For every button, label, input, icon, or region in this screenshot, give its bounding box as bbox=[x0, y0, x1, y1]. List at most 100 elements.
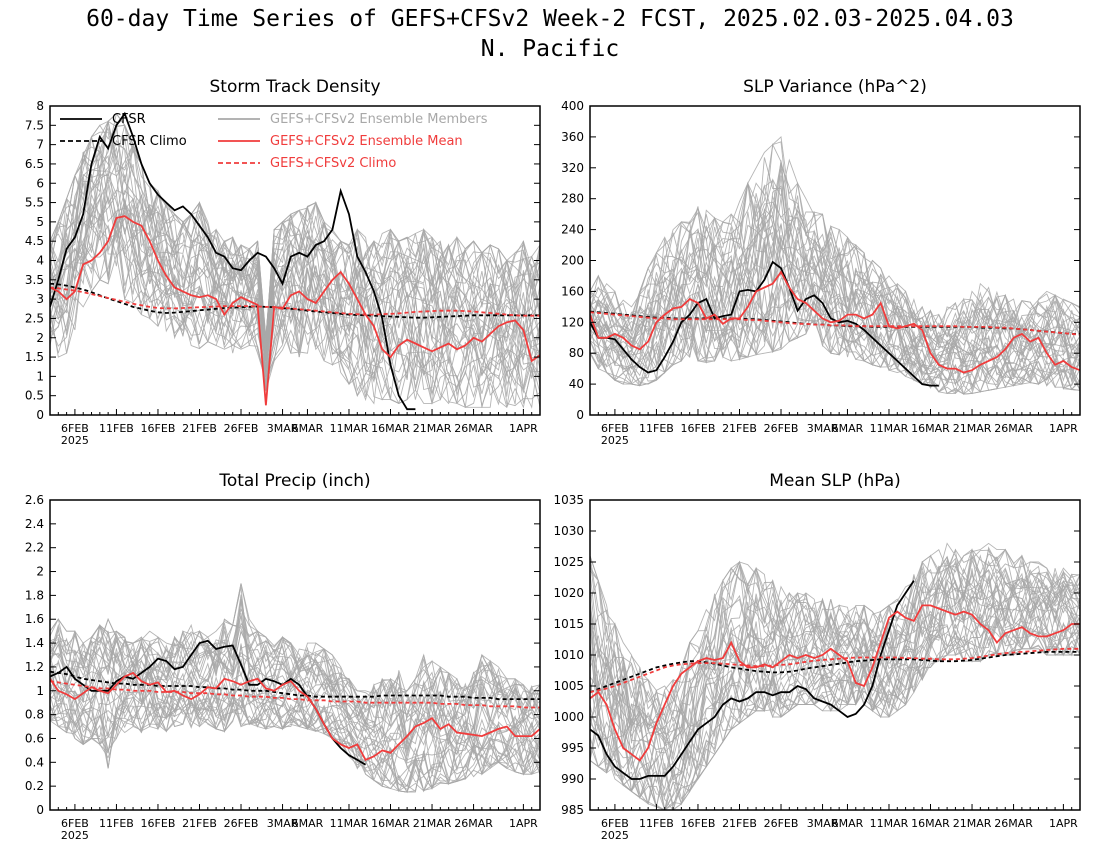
x-tick-label: 16FEB bbox=[141, 817, 176, 830]
ensemble-member-line bbox=[590, 162, 1080, 357]
x-tick-label: 11MAR bbox=[330, 817, 369, 830]
y-tick-label: 120 bbox=[561, 315, 584, 329]
ensemble-member-line bbox=[50, 212, 540, 408]
y-tick-label: 0.4 bbox=[25, 755, 44, 769]
series-line-gefs-cfsv2-ensemble-mean bbox=[590, 604, 1080, 762]
x-tick-label: 1APR bbox=[1049, 422, 1078, 435]
ensemble-member-line bbox=[50, 643, 540, 776]
y-tick-label: 990 bbox=[561, 772, 584, 786]
x-tick-label: 16FEB bbox=[141, 422, 176, 435]
ensemble-member-line bbox=[50, 173, 540, 380]
y-tick-label: 40 bbox=[569, 377, 584, 391]
x-tick-label: 3MAR bbox=[807, 817, 839, 830]
series-line-gefs-cfsv2-ensemble-mean bbox=[50, 671, 540, 762]
x-tick-label: 6FEB bbox=[61, 422, 89, 435]
series-line-cfsr bbox=[50, 111, 416, 411]
y-tick-label: 80 bbox=[569, 346, 584, 360]
x-tick-label: 16MAR bbox=[911, 817, 950, 830]
y-tick-label: 1.6 bbox=[25, 612, 44, 626]
x-tick-label: 16FEB bbox=[681, 817, 716, 830]
chart-panel-2: Total Precip (inch) 0 0.2 0.4 0.6 0.8 1 1.2 1.4 1… bbox=[25, 471, 541, 842]
ensemble-member-line bbox=[50, 176, 540, 376]
y-tick-label: 1020 bbox=[553, 586, 584, 600]
x-tick-label: 11FEB bbox=[639, 422, 674, 435]
y-tick-label: 280 bbox=[561, 192, 584, 206]
ensemble-member-line bbox=[50, 197, 540, 396]
ensemble-member-line bbox=[50, 120, 540, 338]
series-line-gefs-cfsv2-climo bbox=[50, 680, 540, 709]
x-year-label: 2025 bbox=[61, 434, 89, 447]
x-tick-label: 6FEB bbox=[601, 817, 629, 830]
x-year-label: 2025 bbox=[61, 829, 89, 842]
x-tick-label: 3MAR bbox=[807, 422, 839, 435]
ensemble-member-line bbox=[590, 195, 1080, 351]
x-tick-label: 1APR bbox=[509, 817, 538, 830]
y-tick-label: 1000 bbox=[553, 710, 584, 724]
y-tick-label: 0.6 bbox=[25, 731, 44, 745]
y-tick-label: 6 bbox=[36, 176, 44, 190]
y-tick-label: 2.2 bbox=[25, 541, 44, 555]
x-year-label: 2025 bbox=[601, 829, 629, 842]
ensemble-member-line bbox=[50, 150, 540, 368]
x-tick-label: 26FEB bbox=[224, 422, 259, 435]
chart-panel-0: Storm Track Density 0 0.5 1 1.5 2 2.5 3 3.5 4 4.5 5… bbox=[25, 77, 541, 447]
ensemble-member-line bbox=[590, 581, 1080, 781]
ensemble-member-line bbox=[590, 567, 1080, 760]
ensemble-member-line bbox=[50, 700, 540, 794]
x-tick-label: 26FEB bbox=[764, 817, 799, 830]
y-tick-label: 0.5 bbox=[25, 389, 44, 403]
y-tick-label: 2.4 bbox=[25, 517, 44, 531]
ensemble-member-line bbox=[50, 202, 540, 390]
y-tick-label: 320 bbox=[561, 161, 584, 175]
x-tick-label: 11FEB bbox=[639, 817, 674, 830]
ensemble-member-line bbox=[50, 122, 540, 343]
ensemble-member-line bbox=[50, 223, 540, 409]
ensemble-member-line bbox=[50, 254, 540, 409]
x-tick-label: 21FEB bbox=[722, 817, 757, 830]
ensemble-member-line bbox=[50, 658, 540, 780]
x-tick-label: 6MAR bbox=[832, 817, 864, 830]
plot-area bbox=[590, 542, 1080, 810]
y-tick-label: 400 bbox=[561, 99, 584, 113]
y-tick-label: 200 bbox=[561, 254, 584, 268]
x-tick-label: 11MAR bbox=[870, 817, 909, 830]
x-tick-label: 21FEB bbox=[182, 422, 217, 435]
x-tick-label: 21FEB bbox=[182, 817, 217, 830]
y-tick-label: 1005 bbox=[553, 679, 584, 693]
y-tick-label: 3 bbox=[36, 292, 44, 306]
x-tick-label: 11FEB bbox=[99, 817, 134, 830]
y-tick-label: 0 bbox=[576, 408, 584, 422]
ensemble-member-line bbox=[50, 124, 540, 350]
ensemble-member-line bbox=[50, 622, 540, 720]
ensemble-member-line bbox=[50, 214, 540, 408]
chart-title: SLP Variance (hPa^2) bbox=[743, 77, 927, 97]
ensemble-member-line bbox=[590, 621, 1080, 810]
y-tick-label: 0 bbox=[36, 408, 44, 422]
y-tick-label: 1010 bbox=[553, 648, 584, 662]
plot-frame bbox=[49, 499, 541, 811]
ensemble-member-line bbox=[50, 598, 540, 740]
ensemble-member-line bbox=[590, 295, 1080, 395]
x-tick-label: 16MAR bbox=[371, 422, 410, 435]
ensemble-member-line bbox=[590, 547, 1080, 735]
legend-cfsr-climo-label: CFSR Climo bbox=[112, 134, 187, 149]
plot-area bbox=[50, 111, 540, 411]
ensemble-member-line bbox=[590, 281, 1080, 394]
series-line-gefs-cfsv2-climo bbox=[590, 647, 1080, 694]
ensemble-member-line bbox=[50, 687, 540, 776]
ensemble-member-line bbox=[590, 554, 1080, 746]
ensemble-member-line bbox=[590, 185, 1080, 368]
ensemble-member-line bbox=[50, 691, 540, 793]
ensemble-member-line bbox=[50, 690, 540, 793]
y-tick-label: 3.5 bbox=[25, 273, 44, 287]
ensemble-member-line bbox=[50, 583, 540, 711]
ensemble-member-line bbox=[50, 231, 540, 408]
x-tick-label: 26MAR bbox=[454, 817, 493, 830]
y-tick-label: 1 bbox=[36, 684, 44, 698]
y-tick-label: 5 bbox=[36, 215, 44, 229]
legend-mean-label: GEFS+CFSv2 Ensemble Mean bbox=[270, 134, 463, 149]
chart-title: Mean SLP (hPa) bbox=[769, 471, 901, 491]
ensemble-member-line bbox=[590, 165, 1080, 366]
x-tick-label: 21FEB bbox=[722, 422, 757, 435]
series-line-cfsr-climo bbox=[590, 651, 1080, 694]
